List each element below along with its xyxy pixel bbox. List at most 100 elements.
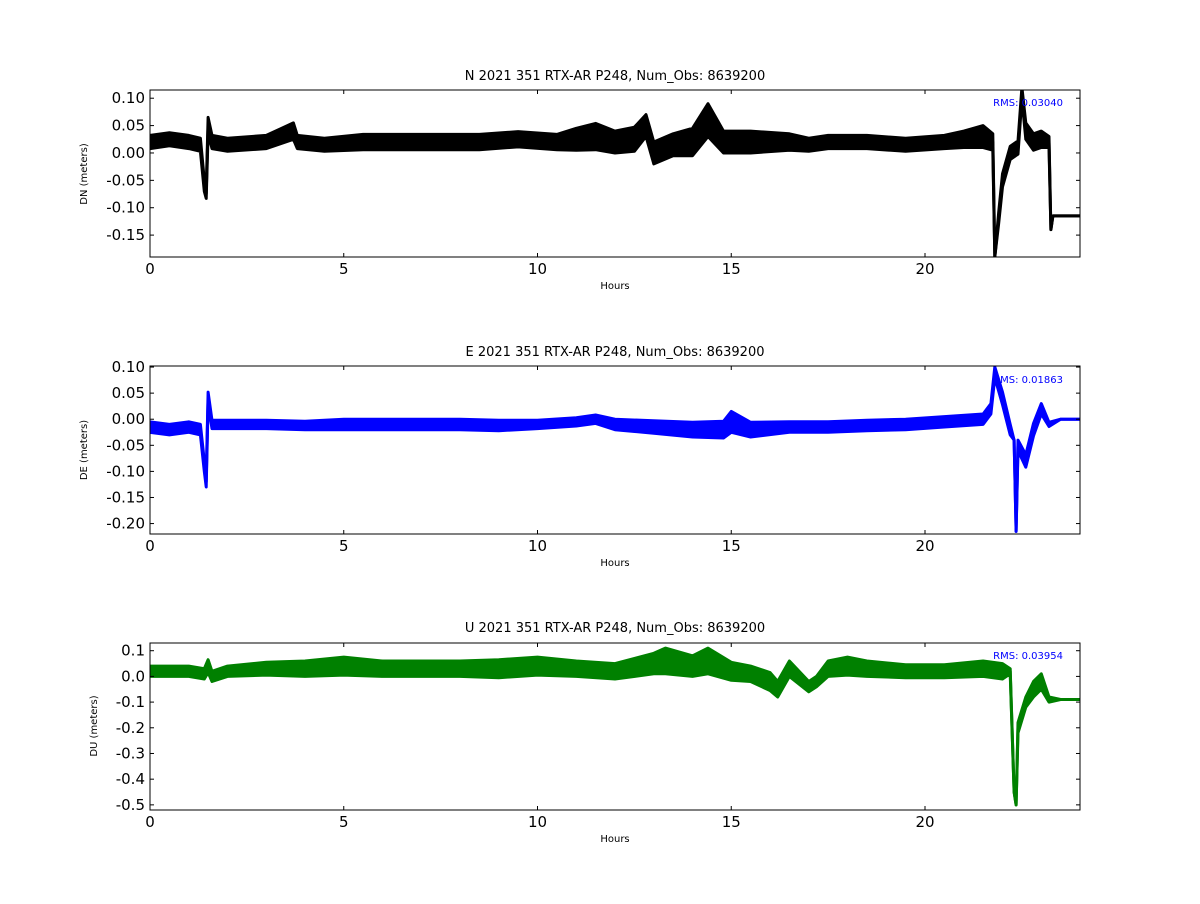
y-tick-label: 0.10 — [112, 89, 145, 107]
data-point — [458, 667, 462, 670]
data-point — [1016, 146, 1020, 149]
data-point — [594, 135, 597, 138]
data-point — [904, 423, 907, 426]
rms-annotation: RMS: 0.03040 — [993, 98, 1063, 109]
data-point — [1024, 459, 1028, 463]
axes-frame — [149, 642, 1081, 811]
data-area — [150, 90, 1080, 257]
data-point — [516, 138, 520, 141]
data-point — [644, 124, 648, 127]
data-point — [768, 680, 772, 683]
data-point — [691, 428, 694, 431]
data-point — [807, 685, 810, 688]
data-point — [420, 423, 423, 426]
data-point — [1009, 151, 1012, 155]
data-point — [613, 670, 617, 673]
data-point — [1051, 214, 1055, 218]
data-point — [458, 423, 462, 426]
data-point — [187, 140, 190, 144]
y-tick-label: -0.15 — [106, 226, 145, 244]
y-tick-label: 0.00 — [112, 410, 145, 428]
data-point — [981, 418, 985, 421]
x-tick-label: 20 — [915, 260, 934, 278]
data-point — [691, 140, 694, 144]
data-point — [187, 670, 190, 673]
data-point — [265, 667, 268, 670]
y-axis-label: DN (meters) — [79, 143, 90, 205]
data-point — [788, 140, 791, 144]
data-point — [400, 140, 404, 144]
data-point — [381, 667, 384, 670]
data-point — [206, 397, 210, 400]
y-tick-label: -0.05 — [106, 436, 145, 454]
data-point — [1032, 140, 1035, 144]
data-point — [323, 143, 326, 146]
data-point — [206, 664, 210, 668]
data-point — [1032, 428, 1035, 431]
data-point — [555, 140, 559, 144]
data-point — [303, 667, 307, 670]
data-point — [1016, 444, 1020, 447]
data-point — [439, 140, 442, 144]
series-line-1 — [150, 370, 1080, 533]
data-point — [210, 675, 214, 678]
data-point — [997, 217, 1000, 220]
data-point — [730, 670, 733, 673]
data-point — [749, 140, 752, 144]
x-tick-label: 0 — [145, 813, 155, 831]
data-point — [613, 423, 617, 426]
data-point — [706, 118, 710, 122]
data-point — [420, 667, 423, 670]
data-point — [865, 140, 869, 144]
data-point — [265, 140, 268, 144]
data-point — [722, 140, 725, 144]
data-point — [826, 425, 830, 429]
x-tick-label: 15 — [722, 260, 741, 278]
data-point — [981, 135, 985, 138]
data-point — [652, 151, 655, 155]
data-point — [981, 667, 985, 670]
x-tick-label: 15 — [722, 813, 741, 831]
y-tick-label: -0.2 — [116, 719, 145, 737]
data-point — [1012, 790, 1016, 794]
data-point — [1014, 530, 1018, 533]
data-point — [962, 138, 965, 141]
data-point — [1047, 423, 1051, 426]
y-tick-label: -0.10 — [106, 199, 145, 217]
data-point — [652, 425, 655, 429]
y-tick-label: -0.10 — [106, 462, 145, 480]
subplot-3: 0 5 10 15 20 0.1 0.0 -0.1 -0.2 -0.3 -0.4 -0.5 U 2021… — [89, 621, 1081, 845]
data-point — [1009, 428, 1012, 431]
data-point — [706, 659, 710, 663]
data-point — [203, 184, 206, 187]
data-point — [575, 667, 578, 670]
x-axis-label: Hours — [600, 834, 629, 845]
data-point — [206, 124, 210, 127]
data-point — [210, 423, 214, 426]
y-tick-label: 0.05 — [112, 384, 145, 402]
x-tick-label: 10 — [528, 537, 547, 555]
data-point — [991, 140, 994, 144]
data-point — [205, 192, 208, 196]
data-point — [846, 664, 849, 668]
data-point — [203, 672, 206, 675]
data-point — [730, 420, 733, 423]
data-point — [381, 423, 384, 426]
data-point — [342, 664, 345, 668]
subplot-title: E 2021 351 RTX-AR P248, Num_Obs: 8639200 — [466, 345, 765, 360]
y-tick-label: 0.05 — [112, 117, 145, 135]
data-point — [1059, 418, 1062, 421]
y-tick-label: -0.1 — [116, 693, 145, 711]
data-point — [865, 424, 869, 427]
x-tick-label: 5 — [339, 537, 349, 555]
x-tick-label: 20 — [915, 813, 934, 831]
data-point — [1047, 140, 1051, 144]
rms-annotation: RMS: 0.01863 — [993, 375, 1063, 386]
data-point — [199, 428, 202, 431]
data-point — [342, 423, 345, 426]
data-point — [1001, 670, 1004, 673]
data-point — [1001, 397, 1004, 400]
data-point — [1040, 680, 1043, 683]
data-point — [807, 143, 810, 146]
